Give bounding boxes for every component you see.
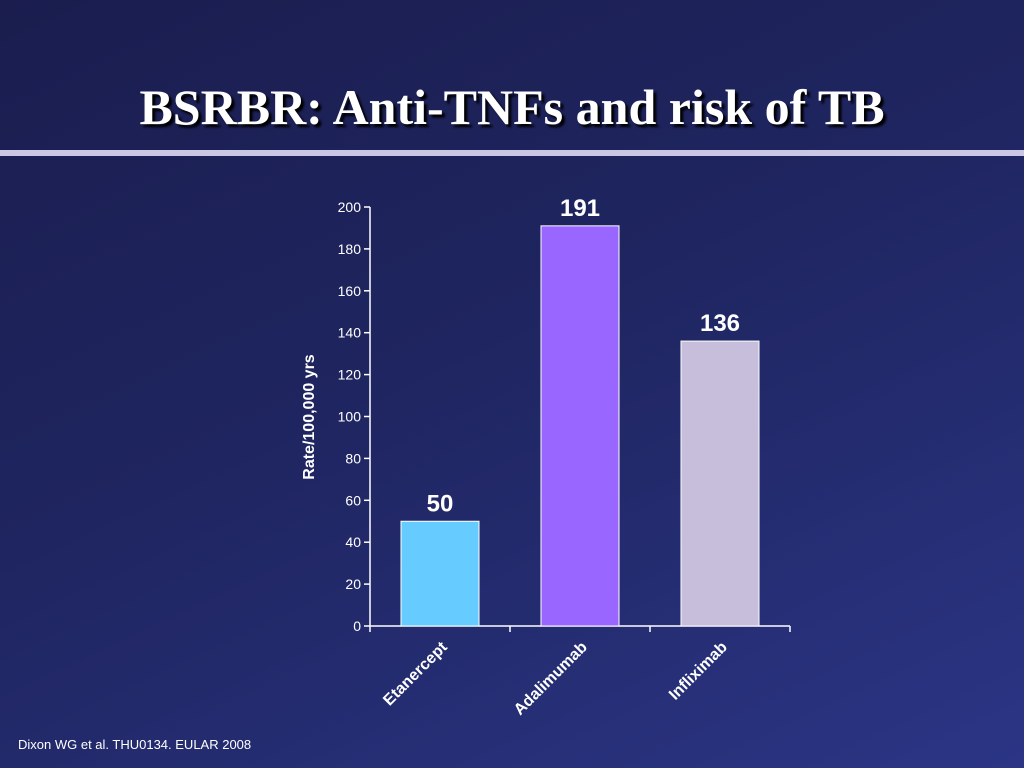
y-tick-label: 60 (345, 492, 361, 508)
y-tick-label: 160 (338, 283, 362, 299)
x-axis: Etanercept Adalimumab Infliximab (369, 625, 791, 719)
data-label: 191 (560, 195, 600, 222)
y-tick-label: 140 (338, 325, 362, 341)
y-axis: 0 20 40 60 80 100 120 140 160 180 200 (338, 199, 371, 634)
bar-adalimumab (540, 225, 620, 627)
y-tick-label: 200 (338, 199, 362, 215)
data-label: 136 (700, 310, 740, 337)
x-tick-label: Etanercept (380, 638, 451, 709)
y-tick-label: 40 (345, 534, 361, 550)
bars: 50 191 136 (400, 195, 760, 627)
y-tick-label: 100 (338, 409, 362, 425)
y-tick-label: 80 (345, 450, 361, 466)
x-tick-label: Infliximab (666, 639, 731, 704)
title-divider (0, 150, 1024, 156)
y-tick-label: 0 (353, 618, 361, 634)
bar-infliximab (680, 340, 760, 627)
citation-footer: Dixon WG et al. THU0134. EULAR 2008 (18, 737, 252, 752)
y-tick-label: 120 (338, 367, 362, 383)
bar-etanercept (400, 520, 480, 627)
slide-title: BSRBR: Anti-TNFs and risk of TB (139, 79, 885, 135)
y-axis-label: Rate/100,000 yrs (301, 354, 318, 480)
y-tick-label: 20 (345, 576, 361, 592)
data-label: 50 (427, 490, 454, 517)
y-tick-label: 180 (338, 241, 362, 257)
x-tick-label: Adalimumab (511, 639, 591, 719)
